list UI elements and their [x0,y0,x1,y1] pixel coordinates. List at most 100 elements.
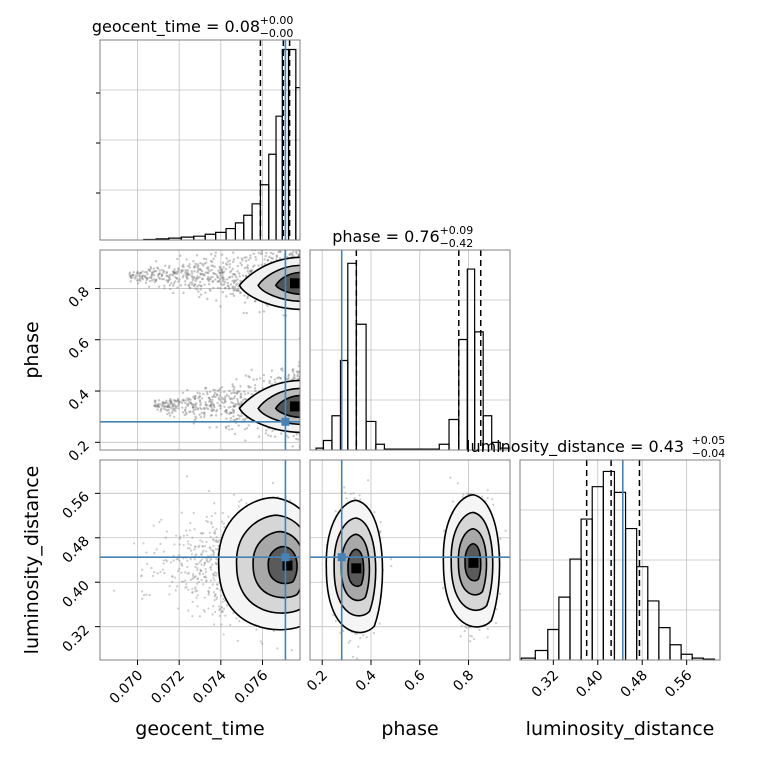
sample-point [192,412,196,415]
sample-point [250,268,254,272]
sample-point [179,284,183,287]
sample-point [217,396,220,400]
sample-point [172,399,175,402]
sample-point [233,418,237,422]
sample-point [138,272,141,275]
sample-point [244,439,247,442]
sample-point [292,373,296,376]
hist-bar-luminosity_distance [658,627,671,660]
sample-point [203,610,206,613]
sample-point [268,255,271,259]
sample-point [211,613,214,616]
sample-point [254,389,257,393]
sample-point [238,390,241,393]
sample-point [293,377,296,380]
sample-point [235,378,238,381]
sample-point [212,554,215,557]
sample-point [207,275,210,279]
sample-point [267,434,270,437]
sample-point [287,373,291,376]
sample-point [129,275,132,278]
sample-point [192,260,195,263]
sample-point [220,253,224,256]
sample-point [203,283,206,286]
sample-point [295,252,298,255]
sample-point [349,492,352,495]
sample-point [248,269,252,273]
sample-point [292,435,295,438]
sample-point [247,272,251,275]
sample-point [213,531,216,534]
sample-point [206,297,209,301]
sample-point [260,263,263,267]
hist-frame-geocent_time [99,39,301,241]
sample-point [161,268,164,272]
sample-point [142,542,145,545]
sample-point [239,291,242,295]
sample-point [230,269,233,272]
sample-point [212,272,216,275]
sample-point [218,394,222,397]
sample-point [143,270,147,274]
sample-point [175,399,178,403]
sample-point [204,567,207,571]
sample-point [235,392,239,395]
sample-point [159,410,162,413]
sample-point [200,273,203,276]
sample-point [220,611,223,614]
sample-point [354,632,357,635]
sample-point [172,408,176,411]
hist-bar-phase [474,331,484,450]
sample-point [179,400,182,403]
sample-point [186,272,189,276]
sample-point [199,293,203,296]
sample-point [158,521,161,524]
sample-point [172,405,175,408]
sample-point [145,593,148,596]
sample-point [157,402,160,406]
sample-point [215,408,219,412]
sample-point [232,258,236,261]
sample-point [174,576,177,579]
sample-point [296,377,299,380]
sample-point [224,614,227,617]
sample-point [175,270,178,273]
sample-point [191,278,194,282]
sample-point [291,368,294,372]
sample-point [221,278,224,281]
sample-point [203,564,206,567]
sample-point [212,408,216,412]
hist-bar-phase [355,323,367,450]
sample-point [235,391,239,395]
sample-point [153,404,156,408]
sample-point [175,276,178,280]
sample-point [194,287,197,290]
sample-point [205,391,209,394]
sample-point [182,543,185,547]
sample-point [238,402,241,406]
sample-point [206,277,209,281]
sample-point [184,401,187,405]
sample-point [166,279,170,282]
sample-point [232,409,236,412]
sample-point [212,404,216,408]
sample-point [166,402,170,405]
sample-point [214,529,217,533]
sample-point [207,593,210,596]
sample-point [189,281,192,285]
sample-point [208,277,211,281]
sample-point [159,570,162,574]
sample-point [205,559,208,562]
sample-point [212,576,215,579]
sample-point [149,267,153,270]
sample-point [221,274,224,277]
sample-point [191,403,195,406]
sample-point [181,411,185,414]
sample-point [245,427,249,430]
sample-point [192,408,196,411]
sample-point [225,263,229,266]
sample-point [157,405,160,408]
sample-point [140,574,143,577]
sample-point [144,274,147,278]
sample-point [201,262,204,266]
